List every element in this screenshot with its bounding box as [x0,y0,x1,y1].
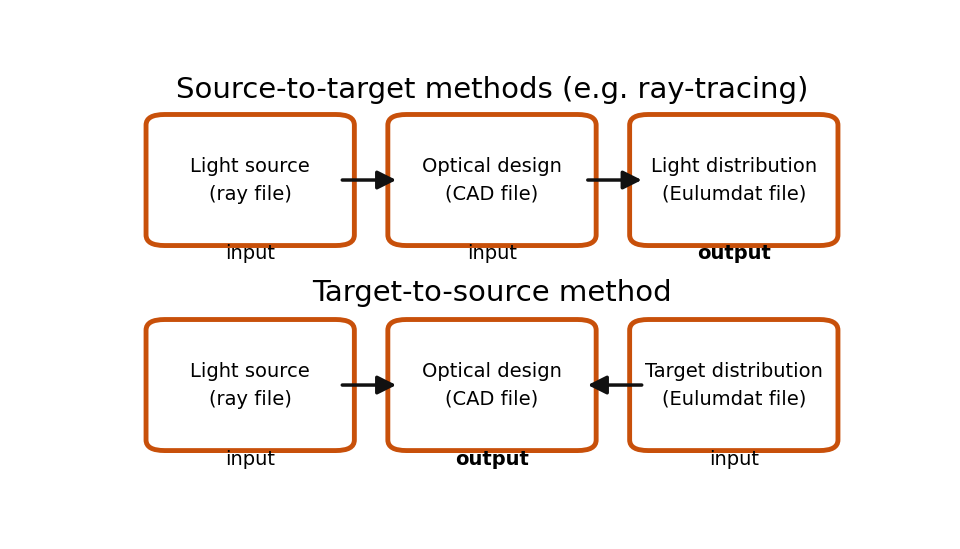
Text: Target-to-source method: Target-to-source method [312,279,672,307]
Text: Light source
(ray file): Light source (ray file) [190,362,310,408]
Text: input: input [708,450,758,468]
Text: input: input [467,244,517,264]
Text: Optical design
(CAD file): Optical design (CAD file) [422,156,562,204]
Text: Optical design
(CAD file): Optical design (CAD file) [422,362,562,408]
Text: output: output [697,244,771,264]
FancyBboxPatch shape [388,320,596,451]
FancyBboxPatch shape [146,115,354,245]
Text: Light source
(ray file): Light source (ray file) [190,156,310,204]
FancyBboxPatch shape [630,320,838,451]
FancyBboxPatch shape [146,320,354,451]
FancyBboxPatch shape [630,115,838,245]
Text: Light distribution
(Eulumdat file): Light distribution (Eulumdat file) [651,156,817,204]
Text: input: input [226,450,276,468]
Text: output: output [455,450,529,468]
Text: Target distribution
(Eulumdat file): Target distribution (Eulumdat file) [645,362,823,408]
Text: input: input [226,244,276,264]
FancyBboxPatch shape [388,115,596,245]
Text: Source-to-target methods (e.g. ray-tracing): Source-to-target methods (e.g. ray-traci… [176,76,808,104]
